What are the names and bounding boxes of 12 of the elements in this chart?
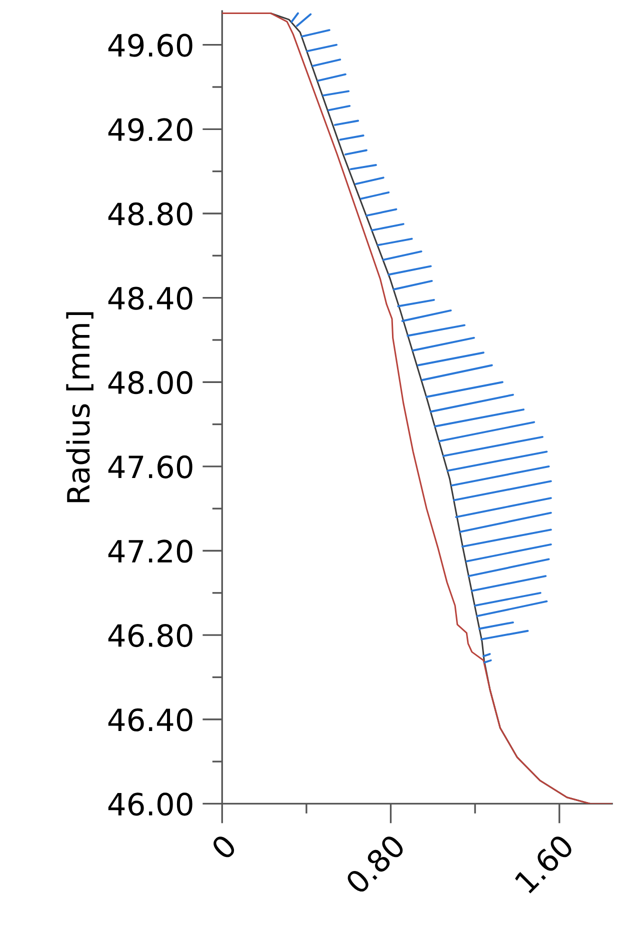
y-tick-label: 49.60	[108, 34, 192, 57]
y-tick-label: 49.20	[108, 118, 192, 142]
y-tick-label: 46.40	[108, 708, 192, 732]
x-tick-label: 0	[210, 833, 238, 861]
y-axis-title: Radius [mm]	[66, 312, 94, 502]
y-tick-label: 47.20	[108, 540, 192, 563]
y-tick-label: 48.80	[108, 202, 192, 226]
y-tick-label: 48.00	[108, 371, 192, 394]
y-tick-label: 47.60	[108, 455, 192, 478]
y-tick-label: 48.40	[108, 286, 192, 310]
y-tick-label: 46.00	[108, 792, 192, 816]
y-tick-label: 46.80	[108, 624, 192, 648]
